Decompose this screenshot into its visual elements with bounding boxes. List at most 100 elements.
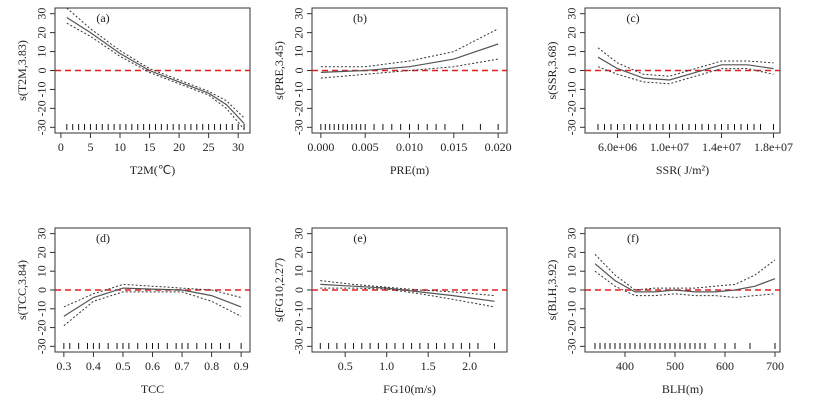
y-axis-label: s(TCC,3.84)	[15, 260, 29, 320]
y-tick-label: 20	[292, 246, 306, 258]
y-tick-label: 30	[565, 228, 579, 240]
x-tick-label: 6.0e+06	[598, 140, 637, 154]
y-tick-label: -20	[565, 320, 579, 336]
y-axis-label: s(PRE,3.45)	[272, 41, 286, 100]
x-tick-label: 10	[114, 140, 126, 154]
curve	[66, 16, 245, 124]
y-tick-label: -20	[565, 100, 579, 116]
y-axis-label: s(BLH,3.92)	[545, 260, 559, 321]
y-tick-label: -10	[565, 301, 579, 317]
curve	[320, 28, 499, 68]
y-tick-label: -30	[292, 338, 306, 354]
curve	[594, 270, 776, 299]
x-tick-label: 0.3	[56, 359, 71, 373]
x-tick-label: 1.8e+07	[754, 140, 793, 154]
curve	[63, 287, 242, 317]
x-tick-label: 0.015	[440, 140, 467, 154]
curve	[594, 263, 776, 293]
y-tick-label: 10	[292, 46, 306, 58]
x-tick-label: 20	[173, 140, 185, 154]
curve	[594, 253, 776, 291]
x-tick-label: 400	[616, 359, 634, 373]
curve	[320, 58, 499, 79]
y-tick-label: 30	[35, 8, 49, 20]
x-tick-label: 2.0	[462, 359, 477, 373]
x-tick-label: 0.5	[338, 359, 353, 373]
x-tick-label: 0.005	[352, 140, 379, 154]
y-tick-label: 0	[35, 68, 49, 74]
curve	[320, 43, 499, 73]
y-tick-label: 20	[565, 27, 579, 39]
y-tick-label: 20	[35, 27, 49, 39]
x-tick-label: 1.0e+07	[650, 140, 689, 154]
y-tick-label: -30	[565, 338, 579, 354]
y-tick-label: 10	[565, 46, 579, 58]
y-tick-label: 20	[292, 27, 306, 39]
x-tick-label: 0.000	[307, 140, 334, 154]
x-tick-label: 30	[232, 140, 244, 154]
curve	[63, 283, 242, 308]
panel-label: (b)	[353, 11, 367, 25]
panel-label: (a)	[96, 11, 109, 25]
y-tick-label: 0	[565, 287, 579, 293]
curve	[597, 66, 774, 85]
y-tick-label: -10	[35, 301, 49, 317]
y-axis-label: s(T2M,3.83)	[15, 40, 29, 101]
y-tick-label: -10	[292, 81, 306, 97]
y-tick-label: 20	[35, 246, 49, 258]
curve	[320, 287, 495, 308]
x-tick-label: 0.6	[145, 359, 160, 373]
y-tick-label: -10	[292, 301, 306, 317]
y-tick-label: -30	[35, 119, 49, 135]
x-axis-label: SSR( J/m²)	[656, 163, 709, 177]
x-axis-label: BLH(m)	[662, 382, 703, 396]
x-axis-label: T2M(℃)	[130, 163, 175, 177]
y-tick-label: 30	[292, 228, 306, 240]
x-tick-label: 0.8	[204, 359, 219, 373]
y-tick-label: 10	[565, 265, 579, 277]
y-tick-label: 0	[292, 68, 306, 74]
curve	[66, 7, 245, 119]
y-tick-label: -20	[35, 320, 49, 336]
panel-label: (d)	[96, 231, 110, 245]
x-axis-label: PRE(m)	[390, 163, 429, 177]
y-tick-label: 0	[565, 68, 579, 74]
y-tick-label: 10	[35, 265, 49, 277]
y-tick-label: 30	[35, 228, 49, 240]
y-tick-label: -30	[292, 119, 306, 135]
y-axis-label: s(FG10,2.27)	[272, 258, 286, 322]
x-tick-label: 1.4e+07	[702, 140, 741, 154]
y-tick-label: -20	[292, 100, 306, 116]
y-tick-label: 10	[35, 46, 49, 58]
panel-label: (e)	[353, 231, 366, 245]
x-tick-label: 25	[203, 140, 215, 154]
x-tick-label: 0.4	[86, 359, 101, 373]
x-tick-label: 1.0	[379, 359, 394, 373]
curve	[320, 280, 495, 297]
y-tick-label: 10	[292, 265, 306, 277]
x-tick-label: 600	[716, 359, 734, 373]
x-axis-label: TCC	[141, 382, 164, 396]
y-tick-label: 0	[292, 287, 306, 293]
y-axis-label: s(SSR,3.68)	[545, 41, 559, 99]
y-tick-label: 30	[565, 8, 579, 20]
x-tick-label: 0.020	[485, 140, 512, 154]
curve	[320, 283, 495, 302]
panel-label: (f)	[627, 231, 639, 245]
x-axis-label: FG10(m/s)	[383, 382, 436, 396]
x-tick-label: 0.5	[115, 359, 130, 373]
y-tick-label: -10	[35, 81, 49, 97]
y-tick-label: 0	[35, 287, 49, 293]
x-tick-label: 1.5	[421, 359, 436, 373]
y-tick-label: -10	[565, 81, 579, 97]
curve	[597, 56, 774, 81]
x-tick-label: 0.9	[234, 359, 249, 373]
x-tick-label: 500	[666, 359, 684, 373]
x-tick-label: 15	[144, 140, 156, 154]
x-tick-label: 0.010	[396, 140, 423, 154]
y-tick-label: -30	[565, 119, 579, 135]
y-tick-label: 20	[565, 246, 579, 258]
x-tick-label: 700	[766, 359, 784, 373]
x-tick-label: 5	[87, 140, 93, 154]
